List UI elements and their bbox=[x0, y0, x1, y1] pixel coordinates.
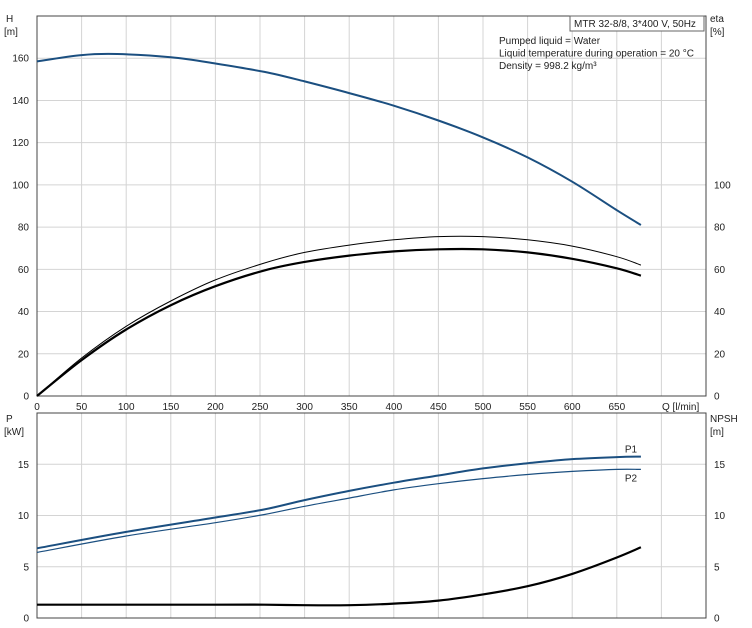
npsh-curve bbox=[37, 546, 642, 607]
y-tick-left-label: 120 bbox=[12, 138, 29, 149]
head-efficiency-panel: 0 20 40 60 80 100 120 140 160 0 20 40 60 80 100 H [m] eta… bbox=[4, 14, 731, 413]
y-tick-left-label: 160 bbox=[12, 54, 29, 65]
y-tick-left-label: 60 bbox=[18, 265, 30, 276]
x-tick-label: 50 bbox=[76, 402, 88, 413]
x-tick-label: 350 bbox=[341, 402, 358, 413]
y-axis-left-unit: [m] bbox=[4, 27, 18, 38]
y-tick-left-label: 20 bbox=[18, 349, 30, 360]
y-tick-right-label: 15 bbox=[714, 460, 726, 471]
pumped-liquid-info: Liquid temperature during operation = 20… bbox=[499, 49, 694, 60]
y-tick-right-label: 0 bbox=[714, 614, 720, 625]
y-axis-right-unit: [%] bbox=[710, 27, 725, 38]
x-axis-title: Q [l/min] bbox=[662, 402, 699, 413]
y-tick-right-label: 80 bbox=[714, 223, 726, 234]
y-axis-left-title: H bbox=[6, 14, 13, 25]
power-npsh-panel: 0 5 10 15 0 5 10 15 P [kW] NPSH [m] P1 P2 bbox=[4, 412, 738, 625]
plot-frame bbox=[36, 15, 707, 397]
y-tick-right-label: 100 bbox=[714, 180, 731, 191]
x-tick-label: 200 bbox=[207, 402, 224, 413]
head-curve bbox=[36, 52, 642, 226]
y-axis-right-title: eta bbox=[710, 14, 724, 25]
y-tick-left-label: 5 bbox=[23, 562, 29, 573]
y-tick-left-label: 15 bbox=[18, 460, 30, 471]
y-axis-right-unit: [m] bbox=[710, 427, 724, 438]
y-tick-left-label: 10 bbox=[18, 511, 30, 522]
pumped-liquid-info: Density = 998.2 kg/m³ bbox=[499, 61, 597, 72]
y-axis-right-title: NPSH bbox=[710, 414, 738, 425]
y-tick-left-label: 100 bbox=[12, 180, 29, 191]
y-tick-right-label: 0 bbox=[714, 392, 720, 403]
y-tick-left-label: 0 bbox=[23, 614, 29, 625]
p2-series-label: P2 bbox=[625, 473, 638, 484]
x-tick-label: 650 bbox=[608, 402, 625, 413]
p2-curve bbox=[36, 468, 641, 553]
y-tick-right-label: 20 bbox=[714, 349, 726, 360]
p1-series-label: P1 bbox=[625, 445, 638, 456]
y-tick-left-label: 140 bbox=[12, 96, 29, 107]
x-tick-label: 550 bbox=[519, 402, 536, 413]
x-tick-label: 100 bbox=[118, 402, 135, 413]
y-tick-left-label: 40 bbox=[18, 307, 30, 318]
y-axis-left-unit: [kW] bbox=[4, 427, 24, 438]
y-tick-right-label: 10 bbox=[714, 511, 726, 522]
pumped-liquid-info: Pumped liquid = Water bbox=[499, 36, 601, 47]
p1-curve bbox=[36, 455, 641, 550]
x-tick-label: 500 bbox=[475, 402, 492, 413]
plot-frame bbox=[36, 412, 707, 619]
x-tick-label: 600 bbox=[564, 402, 581, 413]
x-tick-label: 0 bbox=[34, 402, 40, 413]
y-tick-left-label: 0 bbox=[23, 392, 29, 403]
efficiency-total-curve bbox=[36, 235, 642, 397]
y-tick-right-label: 60 bbox=[714, 265, 726, 276]
x-tick-label: 450 bbox=[430, 402, 447, 413]
y-tick-right-label: 40 bbox=[714, 307, 726, 318]
pump-title-box bbox=[569, 15, 705, 32]
x-tick-label: 300 bbox=[296, 402, 313, 413]
y-axis-left-title: P bbox=[6, 414, 13, 425]
x-tick-label: 250 bbox=[252, 402, 269, 413]
x-tick-label: 150 bbox=[162, 402, 179, 413]
efficiency-pump-curve bbox=[36, 247, 642, 397]
y-tick-left-label: 80 bbox=[18, 223, 30, 234]
x-tick-label: 400 bbox=[385, 402, 402, 413]
y-tick-right-label: 5 bbox=[714, 562, 720, 573]
pump-title: MTR 32-8/8, 3*400 V, 50Hz bbox=[574, 19, 696, 30]
